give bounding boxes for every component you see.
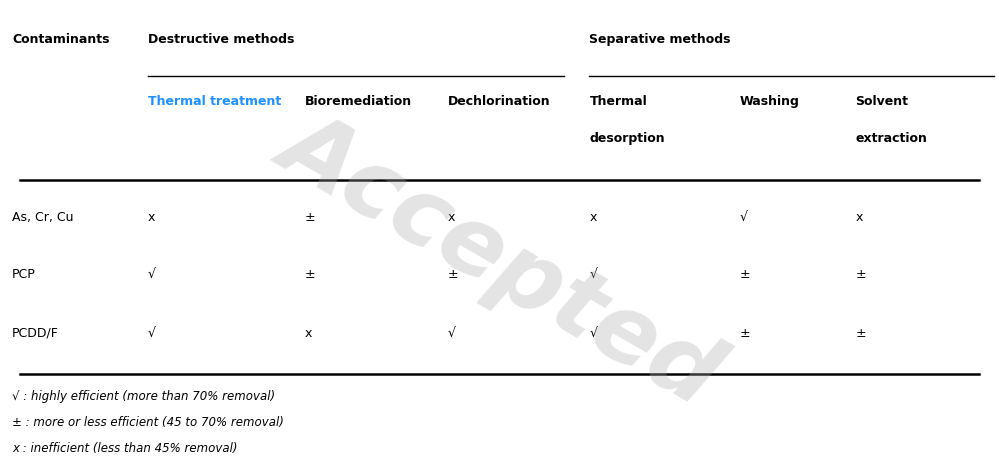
Text: PCDD/F: PCDD/F — [12, 327, 59, 340]
Text: Bioremediation: Bioremediation — [305, 95, 412, 107]
Text: ±: ± — [855, 268, 866, 281]
Text: x: x — [448, 211, 455, 224]
Text: As, Cr, Cu: As, Cr, Cu — [12, 211, 74, 224]
Text: √: √ — [448, 327, 456, 340]
Text: √: √ — [589, 268, 597, 281]
Text: Thermal treatment: Thermal treatment — [148, 95, 281, 107]
Text: ± : more or less efficient (45 to 70% removal): ± : more or less efficient (45 to 70% re… — [12, 416, 284, 429]
Text: x: x — [589, 211, 596, 224]
Text: ±: ± — [448, 268, 459, 281]
Text: √: √ — [739, 211, 747, 224]
Text: √: √ — [148, 268, 156, 281]
Text: Washing: Washing — [739, 95, 799, 107]
Text: x: x — [305, 327, 312, 340]
Text: ±: ± — [855, 327, 866, 340]
Text: desorption: desorption — [589, 132, 665, 145]
Text: ±: ± — [739, 327, 750, 340]
Text: √: √ — [589, 327, 597, 340]
Text: √ : highly efficient (more than 70% removal): √ : highly efficient (more than 70% remo… — [12, 390, 275, 403]
Text: Dechlorination: Dechlorination — [448, 95, 550, 107]
Text: Destructive methods: Destructive methods — [148, 33, 295, 46]
Text: Solvent: Solvent — [855, 95, 908, 107]
Text: x: x — [148, 211, 155, 224]
Text: Separative methods: Separative methods — [589, 33, 731, 46]
Text: x : inefficient (less than 45% removal): x : inefficient (less than 45% removal) — [12, 442, 238, 455]
Text: ±: ± — [739, 268, 750, 281]
Text: Thermal: Thermal — [589, 95, 647, 107]
Text: Contaminants: Contaminants — [12, 33, 110, 46]
Text: √: √ — [148, 327, 156, 340]
Text: extraction: extraction — [855, 132, 927, 145]
Text: x: x — [855, 211, 862, 224]
Text: Accepted: Accepted — [264, 97, 735, 423]
Text: ±: ± — [305, 211, 316, 224]
Text: ±: ± — [305, 268, 316, 281]
Text: PCP: PCP — [12, 268, 36, 281]
